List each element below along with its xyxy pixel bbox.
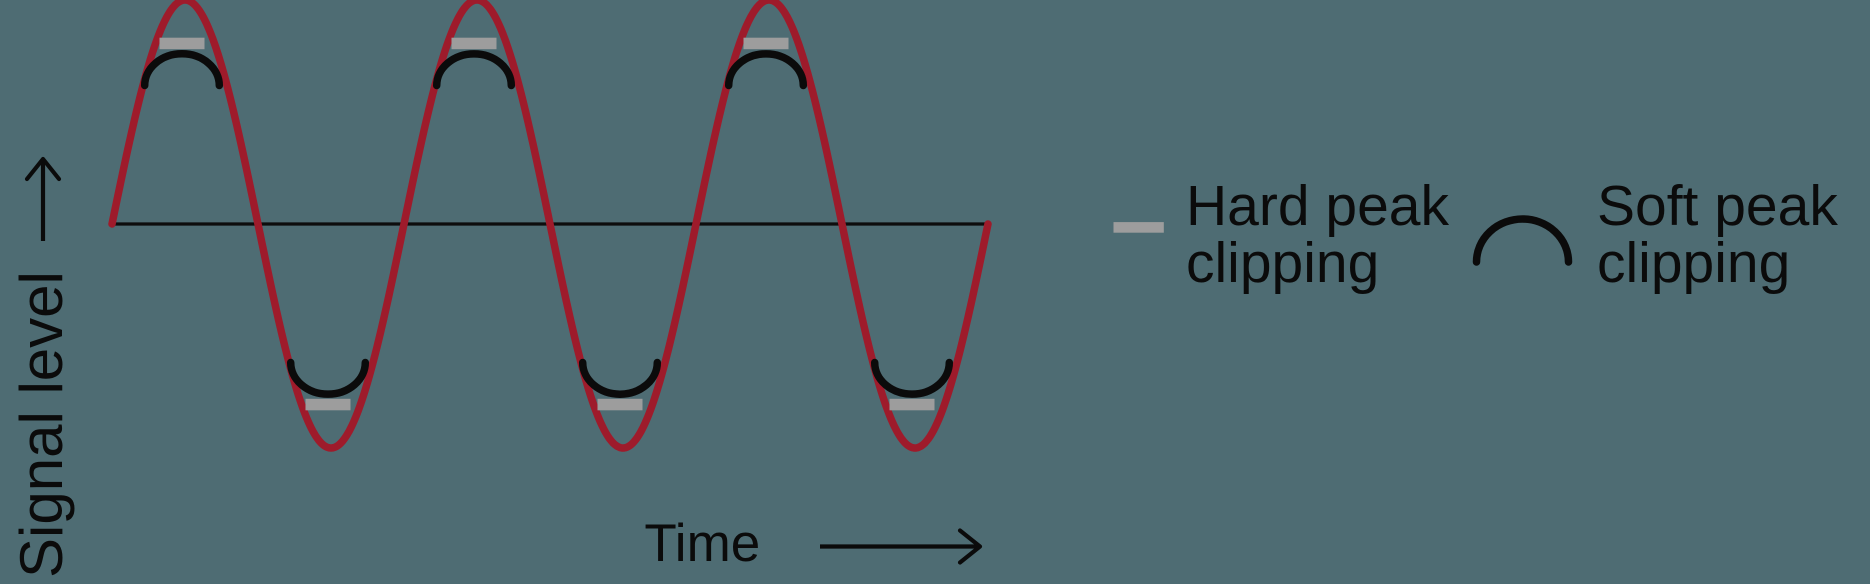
svg-text:Signal level: Signal level [8, 271, 75, 578]
